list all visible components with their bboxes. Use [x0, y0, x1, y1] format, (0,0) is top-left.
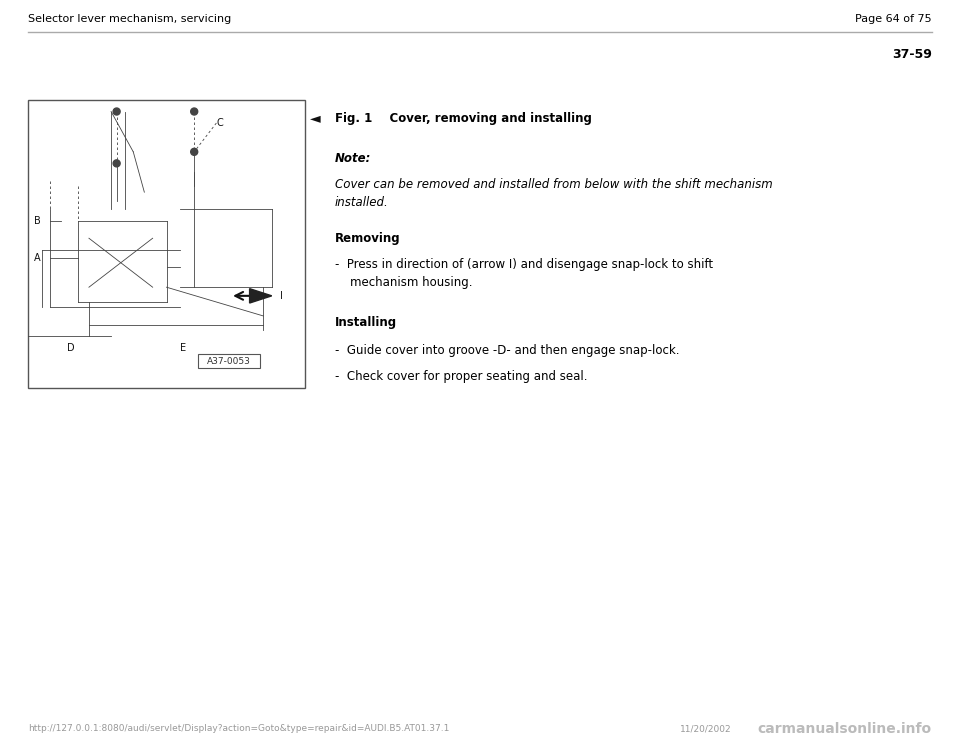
- Text: E: E: [180, 343, 186, 352]
- Circle shape: [191, 148, 198, 155]
- Text: -  Check cover for proper seating and seal.: - Check cover for proper seating and sea…: [335, 370, 588, 383]
- Text: Fig. 1: Fig. 1: [335, 112, 372, 125]
- Text: Note:: Note:: [335, 152, 372, 165]
- Text: A: A: [34, 254, 40, 263]
- Text: http://127.0.0.1:8080/audi/servlet/Display?action=Goto&type=repair&id=AUDI.B5.AT: http://127.0.0.1:8080/audi/servlet/Displ…: [28, 724, 449, 733]
- Text: Cover, removing and installing: Cover, removing and installing: [373, 112, 592, 125]
- Text: Cover can be removed and installed from below with the shift mechanism
installed: Cover can be removed and installed from …: [335, 178, 773, 209]
- Text: -  Press in direction of (arrow I) and disengage snap-lock to shift
    mechanis: - Press in direction of (arrow I) and di…: [335, 258, 713, 289]
- Text: I: I: [280, 291, 283, 301]
- Text: D: D: [67, 343, 75, 352]
- Text: Installing: Installing: [335, 316, 397, 329]
- Circle shape: [113, 108, 120, 115]
- Text: -  Guide cover into groove -D- and then engage snap-lock.: - Guide cover into groove -D- and then e…: [335, 344, 680, 357]
- Text: 11/20/2002: 11/20/2002: [680, 724, 732, 733]
- Text: C: C: [216, 118, 223, 128]
- Text: carmanualsonline.info: carmanualsonline.info: [757, 722, 932, 736]
- Text: B: B: [34, 216, 40, 226]
- Polygon shape: [250, 289, 272, 303]
- Text: Page 64 of 75: Page 64 of 75: [855, 14, 932, 24]
- Text: Selector lever mechanism, servicing: Selector lever mechanism, servicing: [28, 14, 231, 24]
- Text: ◄: ◄: [310, 111, 321, 125]
- Bar: [198, 354, 260, 368]
- Text: A37-0053: A37-0053: [206, 356, 251, 366]
- Text: 37-59: 37-59: [892, 48, 932, 61]
- Circle shape: [191, 108, 198, 115]
- Text: Removing: Removing: [335, 232, 400, 245]
- Bar: [28, 100, 305, 388]
- Circle shape: [113, 160, 120, 167]
